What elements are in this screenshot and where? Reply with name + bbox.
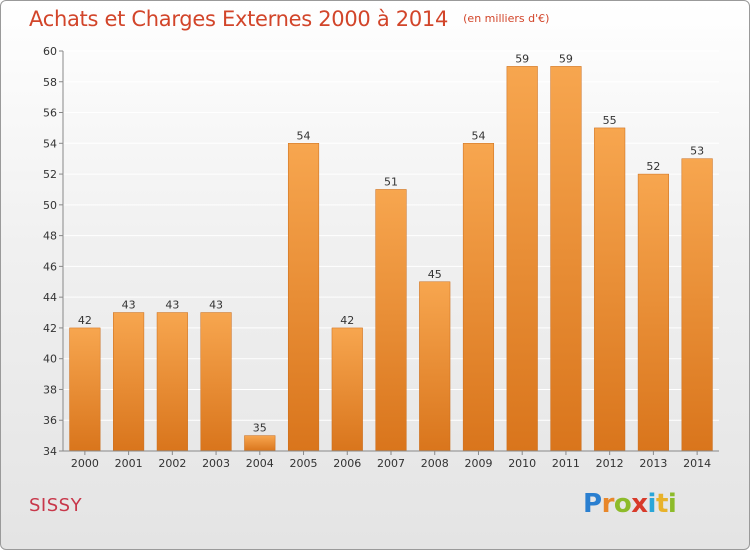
bar-value-label: 59	[559, 52, 573, 65]
x-tick-label: 2009	[464, 457, 492, 470]
bar-value-label: 53	[690, 145, 704, 158]
x-tick-label: 2002	[158, 457, 186, 470]
y-tick-label: 36	[43, 414, 57, 427]
bar-value-label: 43	[122, 299, 136, 312]
bar	[594, 127, 626, 452]
bar-value-label: 45	[428, 268, 442, 281]
x-tick-label: 2012	[596, 457, 624, 470]
x-tick-label: 2008	[421, 457, 449, 470]
x-tick-label: 2004	[246, 457, 274, 470]
y-tick-label: 52	[43, 168, 57, 181]
logo-letter: i	[647, 489, 657, 519]
y-tick-label: 60	[43, 45, 57, 58]
proxiti-logo: Proxiti	[583, 489, 677, 519]
y-tick-label: 54	[43, 137, 57, 150]
bar-value-label: 42	[340, 314, 354, 327]
logo-letter: x	[631, 489, 648, 519]
bar	[681, 158, 713, 452]
y-tick-label: 40	[43, 353, 57, 366]
y-tick-label: 34	[43, 445, 57, 458]
x-tick-label: 2010	[508, 457, 536, 470]
bar	[550, 66, 582, 452]
y-tick-label: 46	[43, 260, 57, 273]
bar-value-label: 52	[646, 160, 660, 173]
bar	[287, 143, 320, 452]
x-tick-label: 2006	[333, 457, 361, 470]
x-tick-label: 2003	[202, 457, 230, 470]
bar-value-label: 42	[78, 314, 92, 327]
logo-letter: r	[601, 489, 615, 519]
logo-letter: t	[655, 489, 668, 519]
bar	[69, 327, 101, 452]
chart-subtitle: (en milliers d'€)	[463, 12, 550, 25]
x-tick-label: 2001	[115, 457, 143, 470]
y-tick-label: 50	[43, 199, 57, 212]
y-tick-label: 42	[43, 322, 57, 335]
bar-value-label: 43	[209, 299, 223, 312]
bar	[462, 143, 495, 452]
chart-title: Achats et Charges Externes 2000 à 2014	[29, 7, 449, 31]
bar-value-label: 54	[297, 129, 311, 142]
bar-value-label: 43	[165, 299, 179, 312]
bar	[419, 281, 451, 452]
bar-value-label: 54	[471, 129, 485, 142]
bar-value-label: 35	[253, 422, 267, 435]
y-tick-label: 56	[43, 107, 57, 120]
bar	[200, 312, 232, 452]
chart-title-row: Achats et Charges Externes 2000 à 2014 (…	[29, 7, 549, 31]
bar-value-label: 51	[384, 175, 398, 188]
bar	[156, 312, 188, 452]
x-tick-label: 2014	[683, 457, 711, 470]
commune-name: SISSY	[29, 495, 83, 516]
logo-letter: i	[667, 489, 677, 519]
x-tick-label: 2005	[290, 457, 318, 470]
y-tick-label: 38	[43, 383, 57, 396]
bar-value-label: 55	[603, 114, 617, 127]
x-tick-label: 2013	[639, 457, 667, 470]
bar	[375, 189, 407, 452]
x-tick-label: 2007	[377, 457, 405, 470]
bar-value-label: 59	[515, 52, 529, 65]
bar	[244, 435, 276, 452]
bar	[113, 312, 145, 452]
y-tick-label: 48	[43, 230, 57, 243]
y-tick-label: 44	[43, 291, 57, 304]
bar	[331, 327, 363, 452]
bar	[506, 66, 538, 452]
logo-letter: P	[583, 489, 602, 519]
x-tick-label: 2000	[71, 457, 99, 470]
y-tick-label: 58	[43, 76, 57, 89]
bar	[637, 173, 669, 452]
logo-letter: o	[613, 489, 632, 519]
x-tick-label: 2011	[552, 457, 580, 470]
axes: 34 36 38 40 42 44 46 48 50 52 54 56 58 60 2000 2001 2002…	[43, 45, 719, 470]
